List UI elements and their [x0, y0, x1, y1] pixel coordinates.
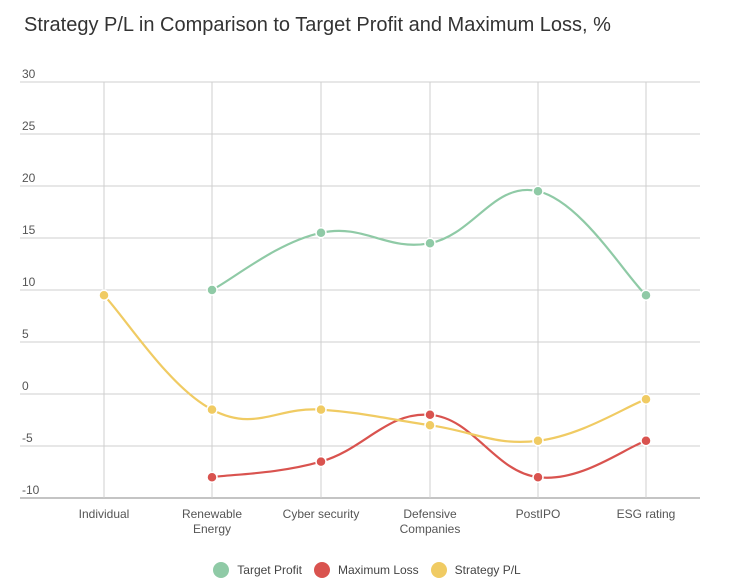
x-tick-label: Renewable Energy [182, 507, 242, 536]
data-point [206, 284, 218, 296]
y-tick-label: 30 [22, 67, 36, 81]
data-point [315, 403, 327, 416]
y-tick-label: -10 [22, 483, 40, 497]
legend-label: Strategy P/L [454, 563, 521, 577]
data-point [532, 471, 544, 483]
y-tick-label: 20 [22, 171, 36, 185]
data-point [315, 227, 327, 239]
legend: Target Profit Maximum Loss Strategy P/L [0, 562, 734, 578]
legend-item: Target Profit [213, 562, 302, 578]
data-point [315, 455, 327, 468]
x-tick-label: ESG rating [617, 507, 676, 521]
y-tick-label: 0 [22, 379, 29, 393]
x-tick-label: Individual [79, 507, 130, 521]
data-point [424, 419, 436, 431]
y-tick-label: 25 [22, 119, 36, 133]
legend-marker [313, 562, 330, 578]
x-tick-label: Cyber security [283, 507, 360, 521]
series-points [98, 185, 652, 483]
x-tick-label: Defensive Companies [400, 507, 461, 536]
legend-label: Target Profit [237, 563, 302, 577]
data-point [640, 435, 652, 447]
y-tick-label: 15 [22, 223, 36, 237]
series-line [103, 294, 647, 443]
legend-marker [213, 562, 230, 578]
y-tick-labels: 30 25 20 15 10 5 0 -5 -10 [22, 67, 40, 497]
data-point [640, 289, 652, 301]
data-point [424, 409, 436, 421]
data-point [424, 237, 436, 249]
y-tick-label: -5 [22, 431, 33, 445]
data-point [206, 471, 218, 483]
data-point [532, 185, 544, 197]
legend-label: Maximum Loss [337, 563, 419, 577]
data-point [98, 289, 110, 301]
data-point [640, 393, 652, 405]
legend-item: Strategy P/L [430, 562, 521, 578]
series-lines [103, 188, 647, 479]
legend-marker [430, 562, 447, 578]
y-tick-label: 5 [22, 327, 29, 341]
y-tick-label: 10 [22, 275, 36, 289]
x-tick-labels: Individual Renewable Energy Cyber security D… [79, 507, 676, 536]
x-tick-label: PostIPO [516, 507, 561, 521]
legend-item: Maximum Loss [313, 562, 419, 578]
grid-layer [20, 81, 700, 499]
data-point [206, 403, 218, 416]
chart-title: Strategy P/L in Comparison to Target Pro… [24, 14, 611, 36]
data-point [532, 435, 544, 447]
